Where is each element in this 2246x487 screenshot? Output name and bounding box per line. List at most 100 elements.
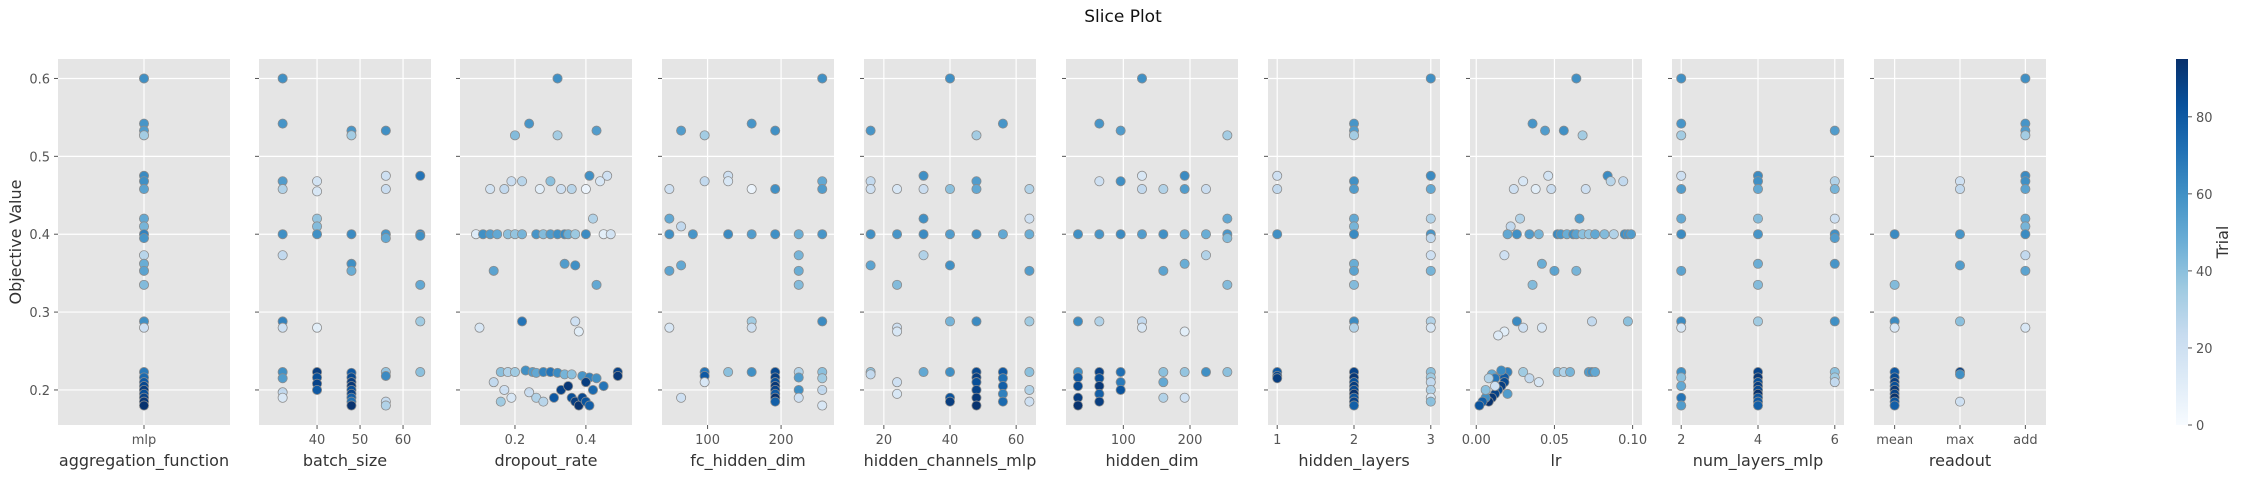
- data-point: [1753, 229, 1764, 240]
- data-point: [1115, 176, 1126, 187]
- data-point: [945, 184, 956, 195]
- data-point: [1676, 73, 1687, 84]
- colorbar-tick-label: 80: [2196, 111, 2213, 126]
- x-tick-label: mlp: [132, 433, 157, 448]
- data-point: [1515, 213, 1526, 224]
- data-point: [1590, 367, 1601, 378]
- data-point: [865, 229, 876, 240]
- data-point: [380, 400, 391, 411]
- data-point: [1024, 384, 1035, 395]
- data-point: [1580, 184, 1591, 195]
- data-point: [1179, 326, 1190, 337]
- data-point: [793, 392, 804, 403]
- data-point: [1586, 316, 1597, 327]
- data-point: [499, 384, 510, 395]
- colorbar: [2176, 59, 2188, 425]
- data-point: [971, 400, 982, 411]
- data-point: [793, 250, 804, 261]
- data-point: [918, 170, 929, 181]
- data-point: [566, 184, 577, 195]
- data-point: [1536, 322, 1547, 333]
- x-tick-label: 4: [1754, 433, 1762, 448]
- data-point: [1676, 213, 1687, 224]
- data-point: [605, 229, 616, 240]
- data-point: [570, 229, 581, 240]
- x-tick-label: 2: [1350, 433, 1358, 448]
- data-point: [277, 118, 288, 129]
- data-point: [945, 73, 956, 84]
- data-point: [1955, 316, 1966, 327]
- data-point: [997, 118, 1008, 129]
- data-point: [559, 258, 570, 269]
- data-point: [277, 373, 288, 384]
- data-point: [1158, 265, 1169, 276]
- data-point: [138, 250, 149, 261]
- data-point: [312, 229, 323, 240]
- x-axis-label: aggregation_function: [59, 451, 229, 471]
- data-point: [1829, 184, 1840, 195]
- data-point: [2020, 130, 2031, 141]
- data-point: [415, 230, 426, 241]
- x-tick-label: 40: [942, 433, 959, 448]
- data-point: [746, 118, 757, 129]
- x-axis-label: dropout_rate: [494, 451, 597, 471]
- data-point: [2020, 265, 2031, 276]
- data-point: [1073, 372, 1084, 383]
- data-point: [1425, 213, 1436, 224]
- data-point: [1676, 372, 1687, 383]
- data-point: [817, 316, 828, 327]
- data-point: [817, 73, 828, 84]
- data-point: [277, 184, 288, 195]
- data-point: [474, 322, 485, 333]
- data-point: [1889, 322, 1900, 333]
- data-point: [1889, 279, 1900, 290]
- data-point: [1676, 170, 1687, 181]
- data-point: [892, 388, 903, 399]
- data-point: [1955, 184, 1966, 195]
- data-point: [945, 229, 956, 240]
- data-point: [509, 130, 520, 141]
- data-point: [793, 372, 804, 383]
- data-point: [1524, 373, 1535, 384]
- data-point: [1425, 184, 1436, 195]
- data-point: [277, 73, 288, 84]
- data-point: [1272, 184, 1283, 195]
- colorbar-tick-label: 60: [2196, 188, 2213, 203]
- y-axis-label: Objective Value: [6, 180, 25, 305]
- panel-batch-size: 40 50 60 batch_size: [255, 59, 431, 471]
- data-point: [1201, 367, 1212, 378]
- data-point: [2020, 250, 2031, 261]
- data-point: [499, 184, 510, 195]
- data-point: [1543, 170, 1554, 181]
- data-point: [1829, 258, 1840, 269]
- x-tick-label: 100: [1111, 433, 1136, 448]
- data-point: [817, 184, 828, 195]
- panel-hidden-channels-mlp: 20 40 60 hidden_channels_mlp: [860, 59, 1036, 471]
- data-point: [415, 279, 426, 290]
- data-point: [1608, 229, 1619, 240]
- data-point: [524, 387, 535, 398]
- data-point: [1137, 184, 1148, 195]
- data-point: [1676, 229, 1687, 240]
- data-point: [1527, 118, 1538, 129]
- data-point: [380, 233, 391, 244]
- data-point: [312, 384, 323, 395]
- data-point: [346, 400, 357, 411]
- data-point: [997, 229, 1008, 240]
- data-point: [517, 229, 528, 240]
- data-point: [723, 367, 734, 378]
- data-point: [770, 125, 781, 136]
- data-point: [793, 229, 804, 240]
- data-point: [1605, 176, 1616, 187]
- data-point: [1073, 229, 1084, 240]
- data-point: [1533, 377, 1544, 388]
- data-point: [865, 369, 876, 380]
- data-point: [676, 392, 687, 403]
- x-tick-label: 40: [309, 433, 326, 448]
- x-axis-label: hidden_dim: [1105, 451, 1198, 471]
- data-point: [676, 260, 687, 271]
- data-point: [1955, 260, 1966, 271]
- data-point: [138, 400, 149, 411]
- x-tick-label: mean: [1876, 433, 1913, 448]
